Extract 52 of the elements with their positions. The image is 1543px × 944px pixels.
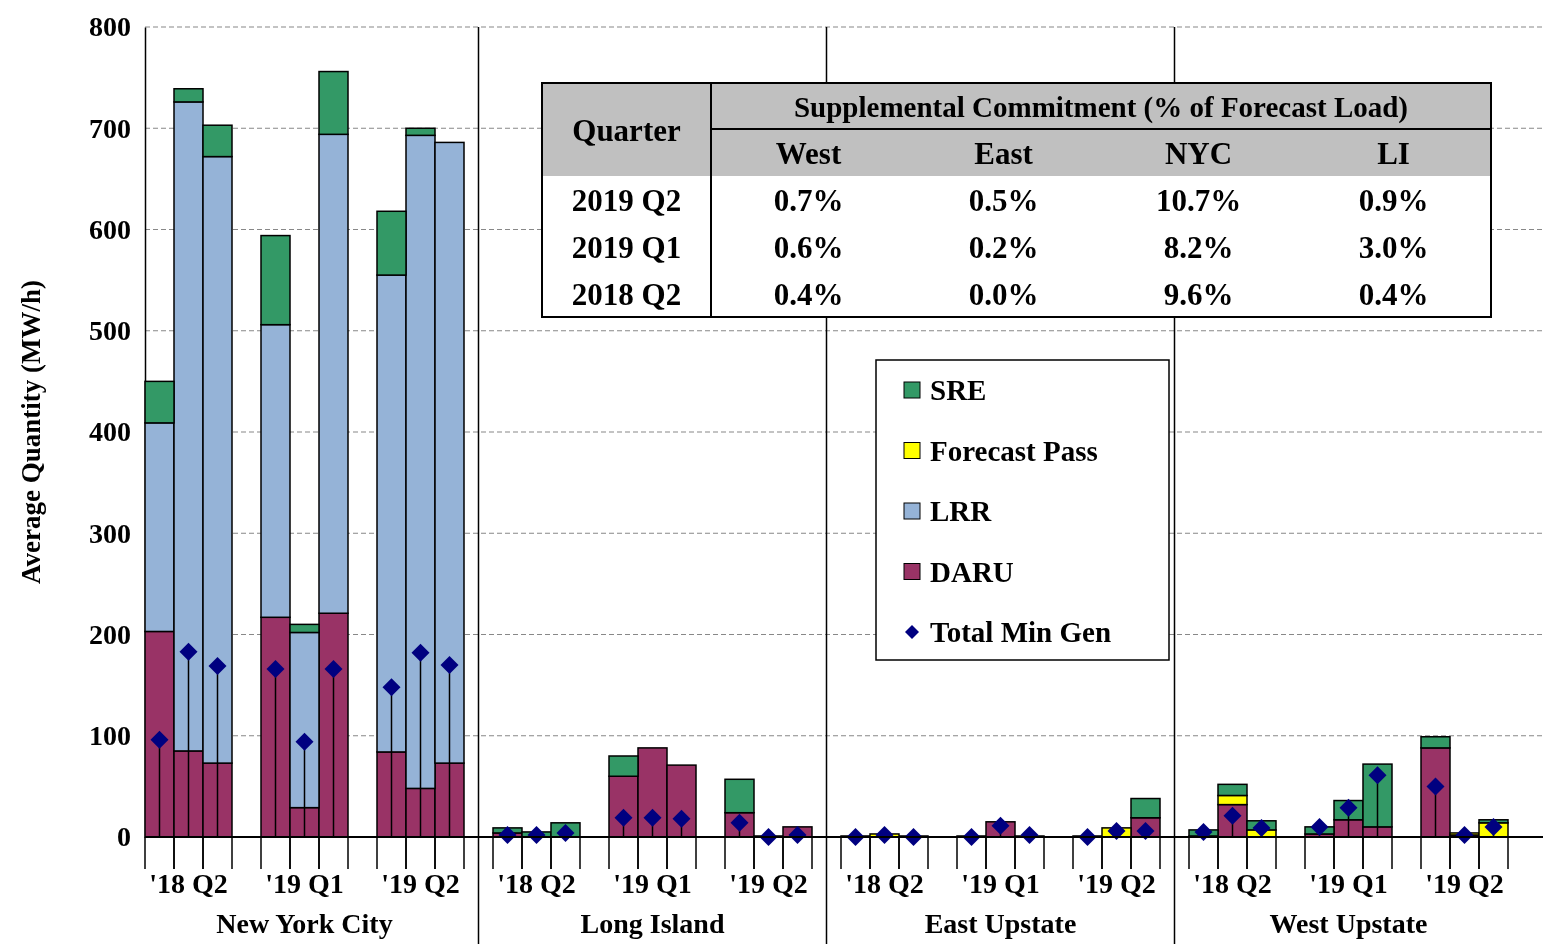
y-tick-label: 0 xyxy=(117,821,131,853)
text: 0.6% xyxy=(773,229,844,265)
category-label: NYC xyxy=(1164,135,1233,171)
x-tick-label: '19 Q2 xyxy=(729,868,808,899)
x-tick-label: '18 Q2 xyxy=(845,868,924,899)
text: 0.7% xyxy=(773,182,844,218)
text: 0.5% xyxy=(968,182,1039,218)
text: 9.6% xyxy=(1163,276,1234,312)
text: West Upstate xyxy=(1269,908,1428,939)
text: 10.7% xyxy=(1155,182,1242,218)
y-tick-label: 200 xyxy=(89,618,131,650)
x-tick-label: '19 Q1 xyxy=(961,868,1040,899)
text: 0.4% xyxy=(773,276,844,312)
text: Quarter xyxy=(572,112,681,148)
x-tick-label: '19 Q2 xyxy=(1425,868,1504,899)
text: 0.2% xyxy=(968,229,1039,265)
x-tick-label: '19 Q1 xyxy=(613,868,692,899)
x-tick-label: '19 Q2 xyxy=(381,868,460,899)
legend-label: DARU xyxy=(930,555,1014,588)
text: East Upstate xyxy=(924,908,1077,939)
category-label: 2019 Q2 xyxy=(571,182,682,218)
x-tick-label: '18 Q2 xyxy=(497,868,576,899)
category-label: LI xyxy=(1377,135,1410,171)
x-tick-label: '18 Q2 xyxy=(1193,868,1272,899)
x-tick-label: '18 Q2 xyxy=(149,868,228,899)
legend-label: Forecast Pass xyxy=(930,434,1098,467)
x-tick-label: '19 Q2 xyxy=(1077,868,1156,899)
category-label: East xyxy=(974,135,1034,171)
y-tick-label: 100 xyxy=(89,720,131,752)
y-tick-label: 400 xyxy=(89,416,131,448)
x-tick-label: '19 Q1 xyxy=(1309,868,1388,899)
text: 3.0% xyxy=(1358,229,1429,265)
category-label: 2018 Q2 xyxy=(571,276,682,312)
y-tick-label: 300 xyxy=(89,517,131,549)
y-tick-label: 700 xyxy=(89,112,131,144)
y-tick-label: 600 xyxy=(89,213,131,245)
text: New York City xyxy=(216,908,393,939)
category-label: 2019 Q1 xyxy=(571,229,682,265)
y-tick-label: 800 xyxy=(89,11,131,43)
y-axis-title: Average Quantity (MW/h) xyxy=(16,280,46,584)
x-tick-label: '19 Q1 xyxy=(265,868,344,899)
text: 8.2% xyxy=(1163,229,1234,265)
y-tick-label: 500 xyxy=(89,315,131,347)
text: Supplemental Commitment (% of Forecast Load) xyxy=(793,91,1409,124)
legend-label: Total Min Gen xyxy=(930,616,1112,648)
category-label: West xyxy=(775,135,842,171)
text: 0.9% xyxy=(1358,182,1429,218)
text: 0.0% xyxy=(968,276,1039,312)
text: Long Island xyxy=(580,908,725,939)
legend-label: LRR xyxy=(930,495,993,527)
text: 0.4% xyxy=(1358,276,1429,312)
legend-label: SRE xyxy=(930,374,987,406)
